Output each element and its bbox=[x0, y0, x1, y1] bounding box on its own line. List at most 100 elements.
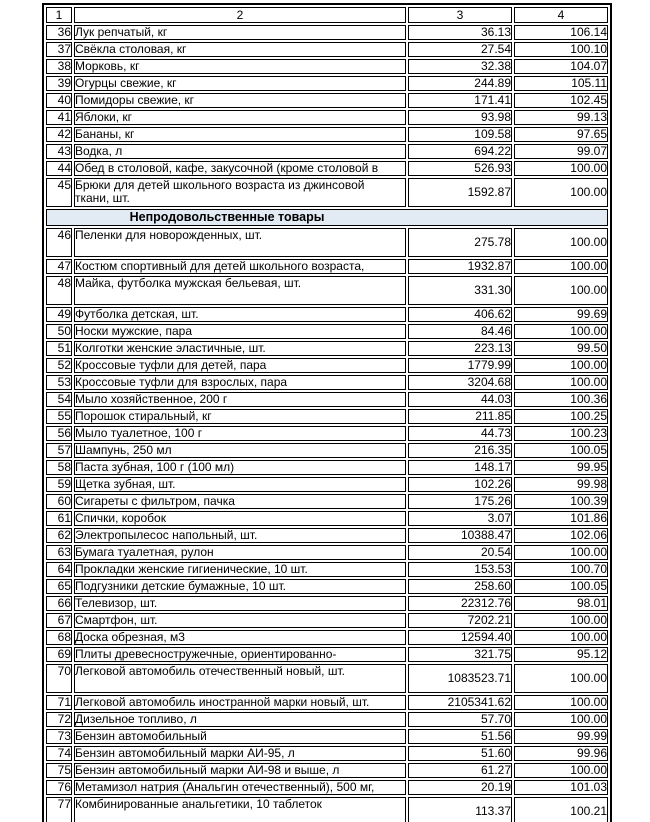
price-index-cell: 98.01 bbox=[514, 596, 608, 611]
avg-price-cell: 32.38 bbox=[408, 59, 512, 74]
table-row: 65 Подгузники детские бумажные, 10 шт. 258… bbox=[46, 579, 608, 594]
item-name-cell: Бананы, кг bbox=[74, 127, 406, 142]
table-row: 52 Кроссовые туфли для детей, пара 1779.99… bbox=[46, 358, 608, 373]
price-index-cell: 105.11 bbox=[514, 76, 608, 91]
price-index-cell: 100.00 bbox=[514, 712, 608, 727]
avg-price-cell: 61.27 bbox=[408, 763, 512, 778]
table-row: 70 Легковой автомобиль отечественный новы… bbox=[46, 664, 608, 693]
table-row: 73 Бензин автомобильный 51.56 99.99 bbox=[46, 729, 608, 744]
table-row: 36 Лук репчатый, кг 36.13 106.14 bbox=[46, 25, 608, 40]
avg-price-cell: 93.98 bbox=[408, 110, 512, 125]
price-index-cell: 102.45 bbox=[514, 93, 608, 108]
row-number-cell: 73 bbox=[46, 729, 72, 744]
avg-price-cell: 3204.68 bbox=[408, 375, 512, 390]
table-row: 62 Электропылесос напольный, шт. 10388.47 1… bbox=[46, 528, 608, 543]
table-row: 47 Костюм спортивный для детей школьного … bbox=[46, 259, 608, 274]
table-row: 42 Бананы, кг 109.58 97.65 bbox=[46, 127, 608, 142]
item-name-cell: Доска обрезная, м3 bbox=[74, 630, 406, 645]
row-number-cell: 70 bbox=[46, 664, 72, 693]
price-index-cell: 99.95 bbox=[514, 460, 608, 475]
item-name-cell: Свёкла столовая, кг bbox=[74, 42, 406, 57]
avg-price-cell: 1592.87 bbox=[408, 178, 512, 207]
table-row: 37 Свёкла столовая, кг 27.54 100.10 bbox=[46, 42, 608, 57]
avg-price-cell: 84.46 bbox=[408, 324, 512, 339]
price-index-cell: 95.12 bbox=[514, 647, 608, 662]
price-index-cell: 101.86 bbox=[514, 511, 608, 526]
item-name-cell: Плиты древесностружечные, ориентированно… bbox=[74, 647, 406, 662]
table-row: 72 Дизельное топливо, л 57.70 100.00 bbox=[46, 712, 608, 727]
avg-price-cell: 20.54 bbox=[408, 545, 512, 560]
row-number-cell: 52 bbox=[46, 358, 72, 373]
price-index-cell: 100.00 bbox=[514, 613, 608, 628]
avg-price-cell: 153.53 bbox=[408, 562, 512, 577]
item-name-cell: Лук репчатый, кг bbox=[74, 25, 406, 40]
avg-price-cell: 2105341.62 bbox=[408, 695, 512, 710]
table-row: 60 Сигареты с фильтром, пачка 175.26 100.39 bbox=[46, 494, 608, 509]
item-name-cell: Телевизор, шт. bbox=[74, 596, 406, 611]
row-number-cell: 72 bbox=[46, 712, 72, 727]
price-index-cell: 104.07 bbox=[514, 59, 608, 74]
row-number-cell: 46 bbox=[46, 228, 72, 257]
price-index-cell: 100.00 bbox=[514, 228, 608, 257]
section-row: Непродовольственные товары bbox=[46, 209, 608, 226]
table-row: 58 Паста зубная, 100 г (100 мл) 148.17 99.9… bbox=[46, 460, 608, 475]
price-index-cell: 99.96 bbox=[514, 746, 608, 761]
table-row: 41 Яблоки, кг 93.98 99.13 bbox=[46, 110, 608, 125]
table-row: 43 Водка, л 694.22 99.07 bbox=[46, 144, 608, 159]
price-index-cell: 100.00 bbox=[514, 178, 608, 207]
avg-price-cell: 211.85 bbox=[408, 409, 512, 424]
item-name-cell: Кроссовые туфли для взрослых, пара bbox=[74, 375, 406, 390]
row-number-cell: 40 bbox=[46, 93, 72, 108]
price-index-cell: 100.00 bbox=[514, 664, 608, 693]
price-index-cell: 106.14 bbox=[514, 25, 608, 40]
item-name-cell: Колготки женские эластичные, шт. bbox=[74, 341, 406, 356]
row-number-cell: 68 bbox=[46, 630, 72, 645]
avg-price-cell: 1083523.71 bbox=[408, 664, 512, 693]
table-row: 45 Брюки для детей школьного возраста из … bbox=[46, 178, 608, 207]
table-row: 55 Порошок стиральный, кг 211.85 100.25 bbox=[46, 409, 608, 424]
item-name-cell: Морковь, кг bbox=[74, 59, 406, 74]
price-index-cell: 102.06 bbox=[514, 528, 608, 543]
table-row: 71 Легковой автомобиль иностранной марки … bbox=[46, 695, 608, 710]
avg-price-cell: 51.60 bbox=[408, 746, 512, 761]
table-row: 75 Бензин автомобильный марки АИ-98 и выш… bbox=[46, 763, 608, 778]
row-number-cell: 62 bbox=[46, 528, 72, 543]
avg-price-cell: 694.22 bbox=[408, 144, 512, 159]
column-header: 4 bbox=[514, 7, 608, 23]
table-row: 56 Мыло туалетное, 100 г 44.73 100.23 bbox=[46, 426, 608, 441]
row-number-cell: 50 bbox=[46, 324, 72, 339]
item-name-cell: Носки мужские, пара bbox=[74, 324, 406, 339]
item-name-cell: Паста зубная, 100 г (100 мл) bbox=[74, 460, 406, 475]
avg-price-cell: 12594.40 bbox=[408, 630, 512, 645]
avg-price-cell: 102.26 bbox=[408, 477, 512, 492]
table-row: 77 Комбинированные анальгетики, 10 таблет… bbox=[46, 797, 608, 822]
table-row: 63 Бумага туалетная, рулон 20.54 100.00 bbox=[46, 545, 608, 560]
row-number-cell: 76 bbox=[46, 780, 72, 795]
price-index-cell: 100.05 bbox=[514, 443, 608, 458]
avg-price-cell: 113.37 bbox=[408, 797, 512, 822]
row-number-cell: 49 bbox=[46, 307, 72, 322]
row-number-cell: 47 bbox=[46, 259, 72, 274]
avg-price-cell: 321.75 bbox=[408, 647, 512, 662]
row-number-cell: 67 bbox=[46, 613, 72, 628]
section-title: Непродовольственные товары bbox=[129, 210, 325, 224]
price-index-cell: 100.00 bbox=[514, 695, 608, 710]
item-name-cell: Порошок стиральный, кг bbox=[74, 409, 406, 424]
table-row: 51 Колготки женские эластичные, шт. 223.13… bbox=[46, 341, 608, 356]
item-name-cell: Сигареты с фильтром, пачка bbox=[74, 494, 406, 509]
row-number-cell: 66 bbox=[46, 596, 72, 611]
column-header: 2 bbox=[74, 7, 406, 23]
price-index-cell: 99.07 bbox=[514, 144, 608, 159]
price-index-cell: 100.00 bbox=[514, 161, 608, 176]
item-name-cell: Помидоры свежие, кг bbox=[74, 93, 406, 108]
price-index-cell: 100.25 bbox=[514, 409, 608, 424]
avg-price-cell: 22312.76 bbox=[408, 596, 512, 611]
row-number-cell: 45 bbox=[46, 178, 72, 207]
row-number-cell: 37 bbox=[46, 42, 72, 57]
table-row: 74 Бензин автомобильный марки АИ-95, л 51.… bbox=[46, 746, 608, 761]
avg-price-cell: 223.13 bbox=[408, 341, 512, 356]
price-table-body: 36 Лук репчатый, кг 36.13 106.14 37 Свёкла ст… bbox=[46, 25, 608, 822]
table-row: 68 Доска обрезная, м3 12594.40 100.00 bbox=[46, 630, 608, 645]
item-name-cell: Брюки для детей школьного возраста из дж… bbox=[74, 178, 406, 207]
